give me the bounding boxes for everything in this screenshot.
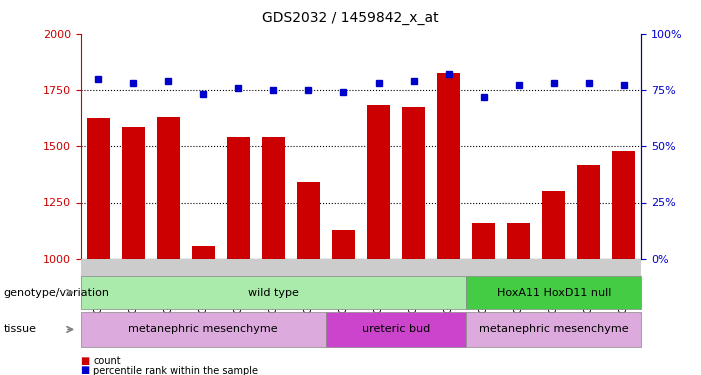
Bar: [332, 230, 355, 259]
Text: GDS2032 / 1459842_x_at: GDS2032 / 1459842_x_at: [262, 11, 439, 25]
Text: tissue: tissue: [4, 324, 36, 334]
Text: genotype/variation: genotype/variation: [4, 288, 109, 297]
Bar: [367, 105, 390, 259]
Bar: [613, 151, 635, 259]
Bar: [122, 127, 144, 259]
Text: wild type: wild type: [248, 288, 299, 297]
Bar: [297, 182, 320, 259]
Bar: [227, 137, 250, 259]
Text: count: count: [93, 356, 121, 366]
Text: metanephric mesenchyme: metanephric mesenchyme: [479, 324, 629, 334]
Text: HoxA11 HoxD11 null: HoxA11 HoxD11 null: [496, 288, 611, 297]
Bar: [543, 191, 565, 259]
Bar: [508, 223, 530, 259]
Text: metanephric mesenchyme: metanephric mesenchyme: [128, 324, 278, 334]
Bar: [402, 107, 425, 259]
Text: ■: ■: [81, 366, 90, 375]
Text: percentile rank within the sample: percentile rank within the sample: [93, 366, 258, 375]
Text: ureteric bud: ureteric bud: [362, 324, 430, 334]
Bar: [87, 118, 109, 259]
Bar: [262, 137, 285, 259]
Bar: [578, 165, 600, 259]
Bar: [437, 73, 460, 259]
Bar: [157, 117, 179, 259]
Bar: [192, 246, 215, 259]
Bar: [472, 223, 495, 259]
Text: ■: ■: [81, 356, 90, 366]
